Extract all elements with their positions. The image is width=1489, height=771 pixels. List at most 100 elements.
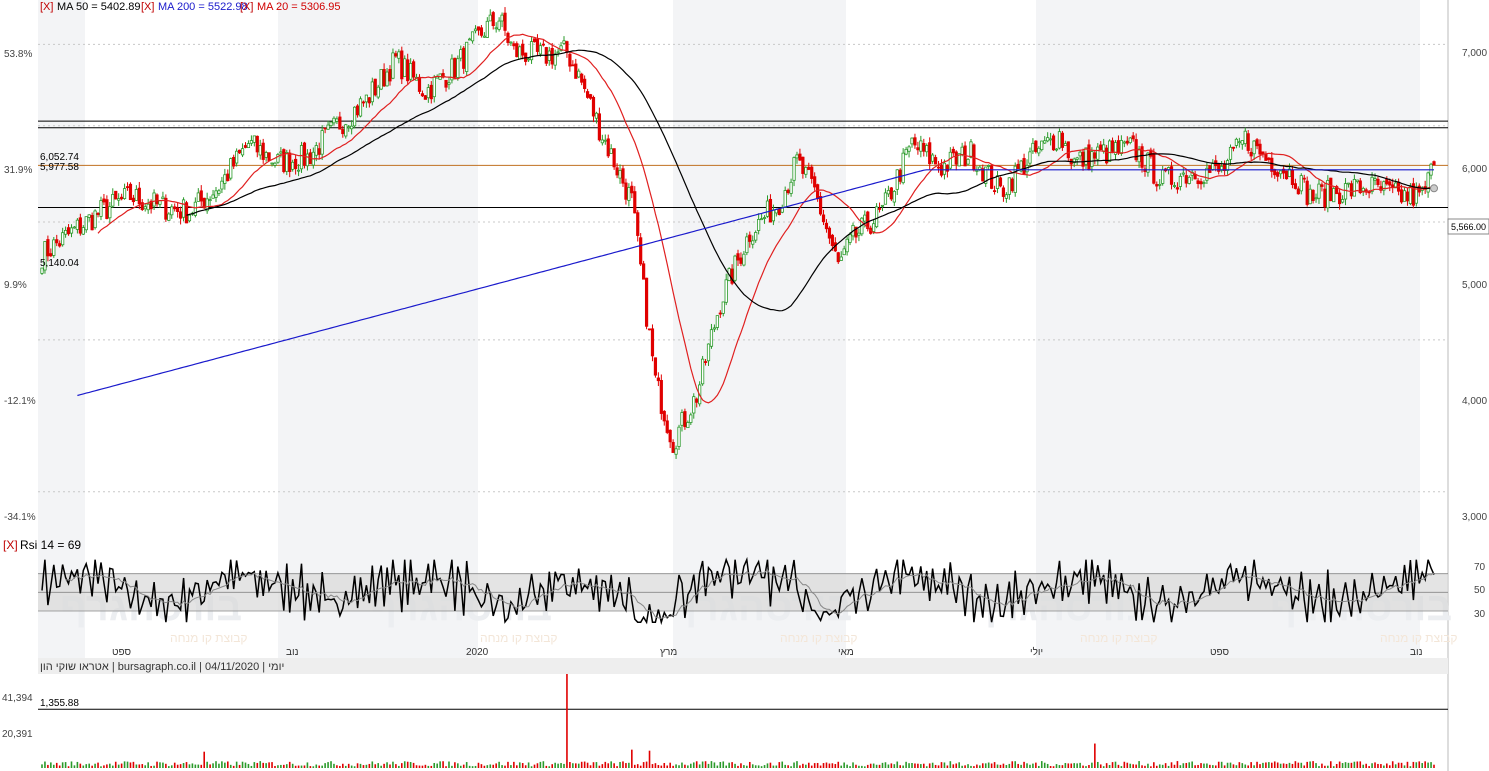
volume-bar [619, 761, 621, 768]
ma200-close-button[interactable]: [X] [141, 1, 154, 13]
candle-body [606, 138, 610, 157]
volume-bar [586, 762, 589, 768]
watermark-subtext: קבוצת קו מנחה [780, 631, 857, 645]
candle-body [229, 158, 233, 179]
candle-body [992, 190, 997, 193]
volume-bar [353, 766, 356, 768]
candle-body [46, 239, 50, 257]
volume-bar [657, 765, 660, 768]
candle-body [131, 197, 136, 203]
volume-bar [846, 764, 848, 768]
volume-bar [899, 765, 902, 768]
volume-bar [1144, 765, 1146, 768]
volume-bar [1318, 766, 1320, 768]
volume-bar [1362, 764, 1365, 768]
volume-bar [55, 762, 58, 768]
candle-body [400, 50, 404, 80]
candle-body [1231, 146, 1236, 149]
volume-bar [1017, 763, 1019, 768]
volume-bar [521, 763, 524, 768]
candle-body [1373, 178, 1377, 181]
volume-bar [424, 764, 427, 768]
candle-body [777, 208, 781, 215]
volume-bar [1329, 761, 1332, 768]
volume-bar [1085, 766, 1087, 768]
volume-bar [300, 765, 303, 768]
volume-bar [684, 764, 686, 768]
volume-bar [1391, 761, 1394, 768]
candle-body [1019, 160, 1023, 172]
volume-bar [1371, 763, 1373, 768]
ma50-close-button[interactable]: [X] [40, 1, 53, 13]
month-label: מרץ [660, 647, 677, 658]
candle-body [577, 70, 581, 78]
volume-bar [395, 764, 397, 768]
volume-bar [274, 765, 276, 768]
candle-body [90, 215, 94, 231]
candle-body [585, 91, 590, 98]
candle-body [680, 412, 684, 426]
candle-body [1211, 163, 1215, 170]
candle-body [417, 76, 422, 92]
candle-body [193, 201, 197, 216]
volume-bar [1297, 762, 1300, 768]
candle-body [1090, 151, 1094, 167]
candle-body [1016, 163, 1020, 169]
volume-bar [748, 761, 751, 768]
volume-bar [386, 762, 388, 768]
ma20-close-button[interactable]: [X] [240, 1, 253, 13]
volume-bar [200, 764, 203, 768]
candle-body [701, 358, 705, 385]
volume-bar [778, 762, 781, 768]
volume-bar [1023, 761, 1025, 768]
volume-bar [265, 763, 267, 768]
candle-body [836, 252, 840, 263]
rsi-close-button[interactable]: [X] [3, 538, 18, 552]
candle-body [187, 214, 192, 222]
volume-bar [415, 765, 418, 768]
candle-body [232, 156, 236, 167]
volume-bar [796, 761, 798, 768]
volume-bar [262, 762, 264, 768]
volume-bar [1214, 765, 1217, 768]
volume-bar [713, 762, 716, 768]
volume-bar [781, 761, 784, 768]
candle-body [795, 154, 799, 159]
volume-bar [1108, 764, 1111, 768]
volume-bar [1238, 762, 1241, 768]
volume-bar [85, 764, 88, 768]
candle-body [562, 40, 566, 44]
candle-body [642, 263, 646, 280]
candle-body [288, 152, 292, 172]
candle-body [1258, 143, 1262, 155]
volume-bar [229, 764, 232, 768]
volume-bar [595, 762, 598, 768]
volume-bar [1270, 762, 1273, 768]
month-label: 2020 [466, 647, 489, 658]
candle-body [1284, 170, 1289, 180]
volume-bar [914, 763, 916, 768]
candle-body [170, 206, 174, 216]
candle-body [1382, 181, 1386, 191]
volume-bar [958, 762, 960, 768]
candle-body [1335, 186, 1339, 195]
month-label: נוב [1410, 647, 1423, 658]
volume-bar [52, 764, 55, 768]
candle-body [299, 145, 304, 170]
candle-body [173, 206, 177, 210]
volume-bar [1185, 762, 1188, 768]
volume-bar [448, 761, 450, 768]
volume-bar [999, 764, 1002, 768]
volume-bar [510, 765, 512, 768]
candle-body [1034, 140, 1038, 153]
candle-body [208, 199, 212, 202]
candle-body [969, 141, 973, 158]
candle-body [220, 180, 224, 190]
volume-bar [869, 763, 872, 768]
candle-body [134, 189, 138, 201]
volume-bar [100, 766, 102, 768]
watermark-subtext: קבוצת קו מנחה [1380, 631, 1457, 645]
volume-bar [291, 763, 294, 768]
candle-body [61, 232, 65, 246]
